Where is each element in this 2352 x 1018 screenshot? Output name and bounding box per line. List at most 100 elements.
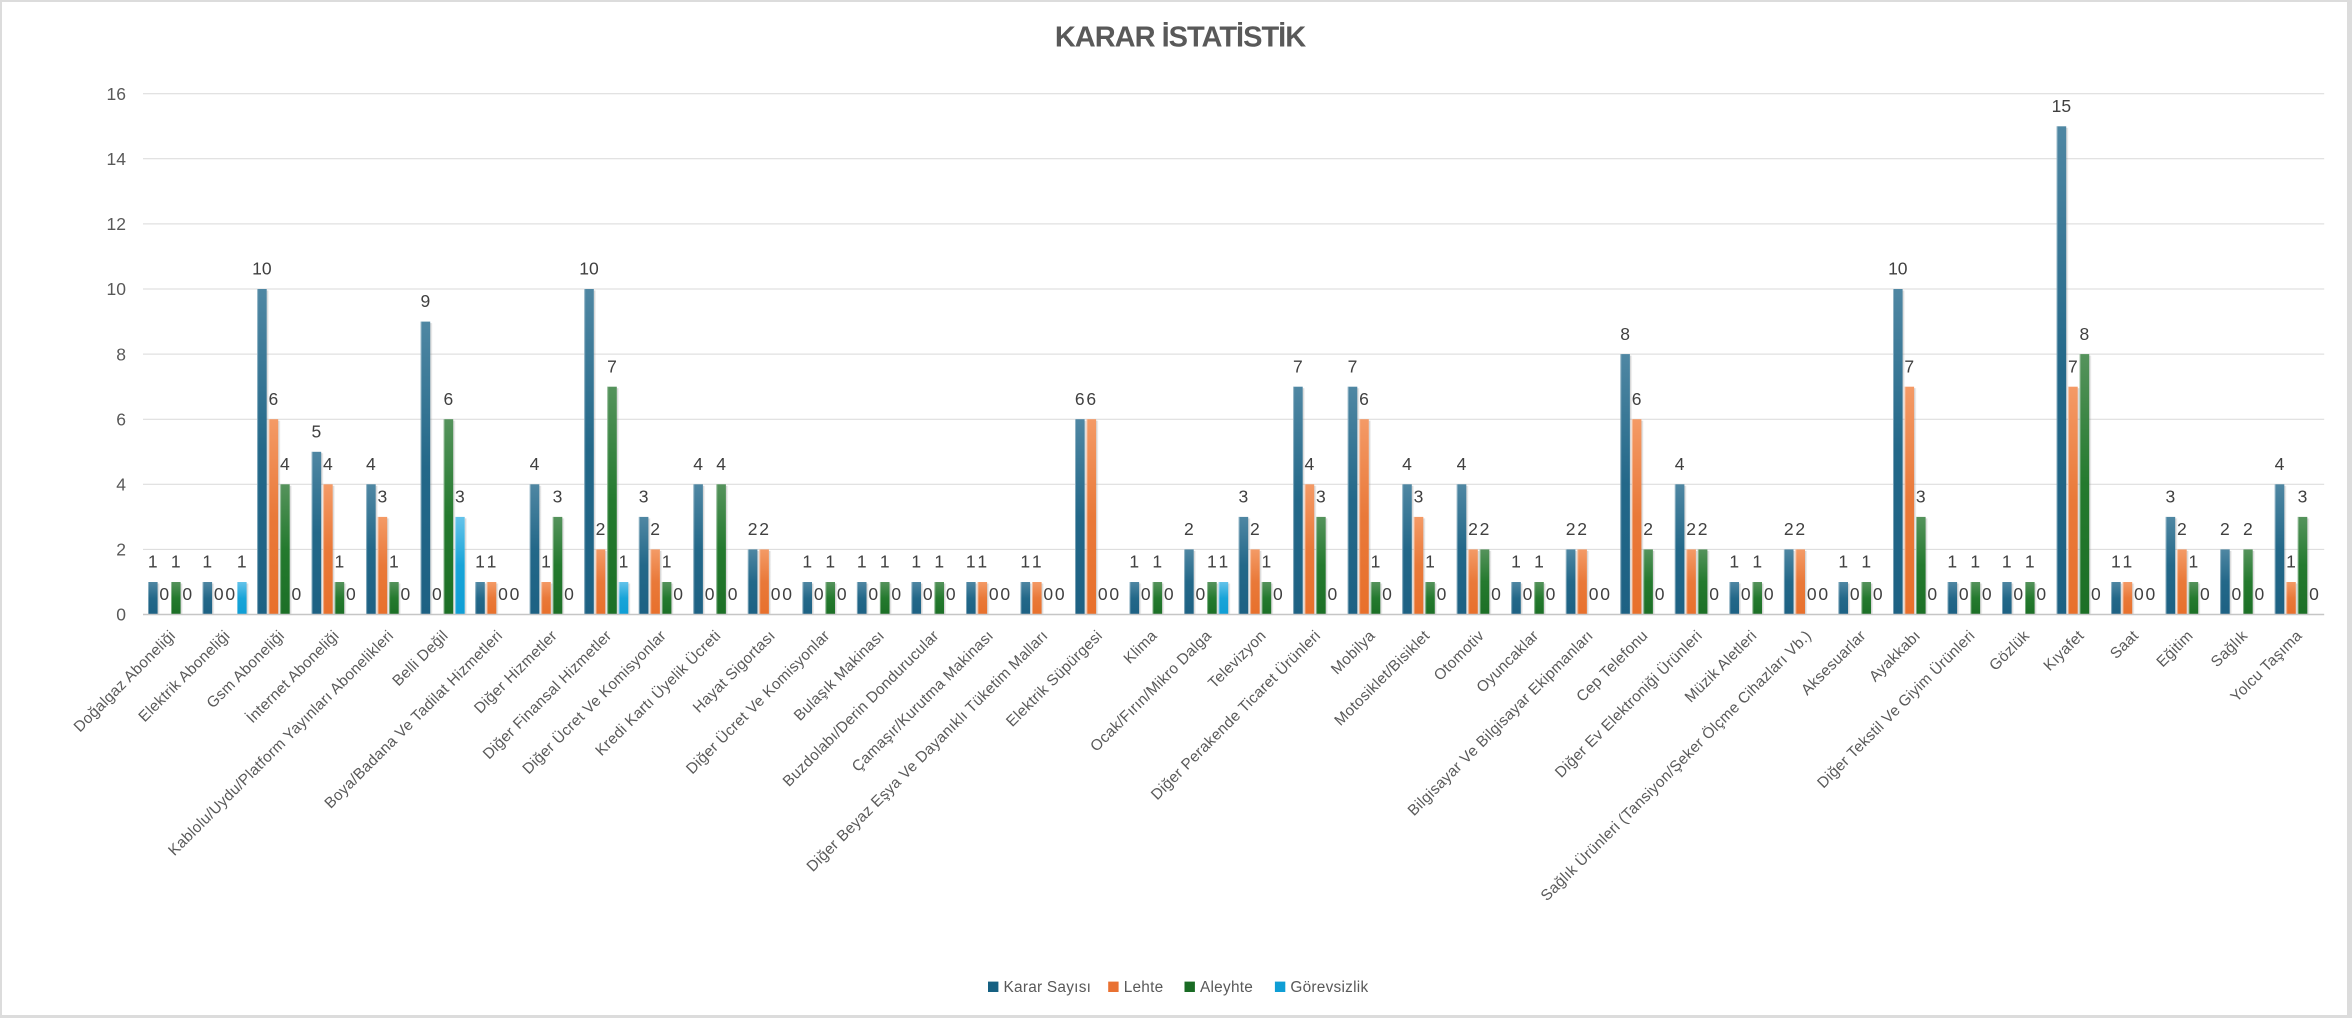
svg-text:0: 0 xyxy=(1818,584,1828,604)
svg-text:4: 4 xyxy=(1675,454,1685,474)
svg-text:3: 3 xyxy=(1414,487,1424,507)
svg-text:0: 0 xyxy=(1109,584,1119,604)
svg-text:4: 4 xyxy=(693,454,703,474)
svg-text:2: 2 xyxy=(1643,519,1653,539)
svg-text:1: 1 xyxy=(1838,552,1848,572)
svg-text:0: 0 xyxy=(728,584,738,604)
svg-text:8: 8 xyxy=(2080,324,2090,344)
svg-text:2: 2 xyxy=(2243,519,2253,539)
svg-text:0: 0 xyxy=(1982,584,1992,604)
svg-text:0: 0 xyxy=(1043,584,1053,604)
svg-text:1: 1 xyxy=(1511,552,1521,572)
svg-text:2: 2 xyxy=(1566,519,1576,539)
svg-text:0: 0 xyxy=(705,584,715,604)
svg-text:0: 0 xyxy=(673,584,683,604)
svg-text:0: 0 xyxy=(2036,584,2046,604)
svg-text:1: 1 xyxy=(1861,552,1871,572)
svg-text:1: 1 xyxy=(662,552,672,572)
svg-text:2: 2 xyxy=(1480,519,1490,539)
svg-text:0: 0 xyxy=(868,584,878,604)
svg-text:7: 7 xyxy=(1293,356,1303,376)
svg-text:4: 4 xyxy=(366,454,376,474)
svg-text:0: 0 xyxy=(1655,584,1665,604)
svg-text:0: 0 xyxy=(1959,584,1969,604)
svg-text:KARAR İSTATİSTİK: KARAR İSTATİSTİK xyxy=(1055,22,1306,54)
svg-text:0: 0 xyxy=(159,584,169,604)
svg-text:7: 7 xyxy=(2068,356,2078,376)
svg-text:0: 0 xyxy=(214,584,224,604)
svg-text:3: 3 xyxy=(455,487,465,507)
svg-text:7: 7 xyxy=(1904,356,1914,376)
svg-text:0: 0 xyxy=(116,605,126,625)
svg-text:1: 1 xyxy=(1970,552,1980,572)
svg-text:1: 1 xyxy=(825,552,835,572)
svg-text:0: 0 xyxy=(1523,584,1533,604)
svg-text:0: 0 xyxy=(814,584,824,604)
svg-text:2: 2 xyxy=(1577,519,1587,539)
svg-text:1: 1 xyxy=(541,552,551,572)
svg-text:1: 1 xyxy=(2189,552,2199,572)
svg-text:3: 3 xyxy=(1316,487,1326,507)
svg-text:0: 0 xyxy=(837,584,847,604)
svg-text:2: 2 xyxy=(116,540,126,560)
svg-text:1: 1 xyxy=(857,552,867,572)
svg-text:1: 1 xyxy=(1020,552,1030,572)
svg-text:0: 0 xyxy=(182,584,192,604)
svg-text:1: 1 xyxy=(934,552,944,572)
svg-text:10: 10 xyxy=(579,259,599,279)
svg-text:1: 1 xyxy=(1534,552,1544,572)
svg-text:0: 0 xyxy=(2091,584,2101,604)
svg-text:0: 0 xyxy=(1873,584,1883,604)
svg-text:0: 0 xyxy=(1273,584,1283,604)
svg-text:1: 1 xyxy=(1219,552,1229,572)
svg-text:12: 12 xyxy=(107,214,126,234)
svg-text:1: 1 xyxy=(1371,552,1381,572)
svg-text:6: 6 xyxy=(1632,389,1642,409)
svg-text:2: 2 xyxy=(1686,519,1696,539)
svg-text:2: 2 xyxy=(2177,519,2187,539)
svg-text:0: 0 xyxy=(1164,584,1174,604)
svg-text:1: 1 xyxy=(1129,552,1139,572)
svg-text:1: 1 xyxy=(335,552,345,572)
svg-text:0: 0 xyxy=(2134,584,2144,604)
svg-text:0: 0 xyxy=(2013,584,2023,604)
svg-text:0: 0 xyxy=(1709,584,1719,604)
svg-text:1: 1 xyxy=(1207,552,1217,572)
svg-text:4: 4 xyxy=(116,475,126,495)
svg-text:1: 1 xyxy=(2002,552,2012,572)
svg-text:0: 0 xyxy=(292,584,302,604)
svg-text:0: 0 xyxy=(401,584,411,604)
svg-text:Lehte: Lehte xyxy=(1124,979,1164,996)
svg-text:3: 3 xyxy=(1239,487,1249,507)
svg-text:0: 0 xyxy=(225,584,235,604)
svg-text:1: 1 xyxy=(475,552,485,572)
svg-text:4: 4 xyxy=(1305,454,1315,474)
svg-text:2: 2 xyxy=(748,519,758,539)
svg-text:16: 16 xyxy=(107,84,126,104)
svg-text:0: 0 xyxy=(782,584,792,604)
svg-text:6: 6 xyxy=(116,409,126,429)
svg-text:0: 0 xyxy=(946,584,956,604)
svg-text:0: 0 xyxy=(771,584,781,604)
svg-text:0: 0 xyxy=(1382,584,1392,604)
svg-text:8: 8 xyxy=(1620,324,1630,344)
svg-text:0: 0 xyxy=(498,584,508,604)
svg-text:4: 4 xyxy=(530,454,540,474)
svg-text:0: 0 xyxy=(510,584,520,604)
svg-text:2: 2 xyxy=(650,519,660,539)
svg-text:1: 1 xyxy=(2286,552,2296,572)
svg-text:5: 5 xyxy=(312,421,322,441)
svg-text:10: 10 xyxy=(1888,259,1908,279)
svg-text:10: 10 xyxy=(107,279,127,299)
svg-text:2: 2 xyxy=(759,519,769,539)
svg-text:0: 0 xyxy=(1098,584,1108,604)
svg-text:6: 6 xyxy=(1075,389,1085,409)
svg-text:3: 3 xyxy=(378,487,388,507)
svg-text:0: 0 xyxy=(1491,584,1501,604)
svg-text:Aleyhte: Aleyhte xyxy=(1200,979,1253,996)
svg-text:0: 0 xyxy=(1546,584,1556,604)
svg-text:0: 0 xyxy=(2309,584,2319,604)
svg-text:0: 0 xyxy=(1000,584,1010,604)
svg-text:0: 0 xyxy=(891,584,901,604)
svg-text:0: 0 xyxy=(1600,584,1610,604)
